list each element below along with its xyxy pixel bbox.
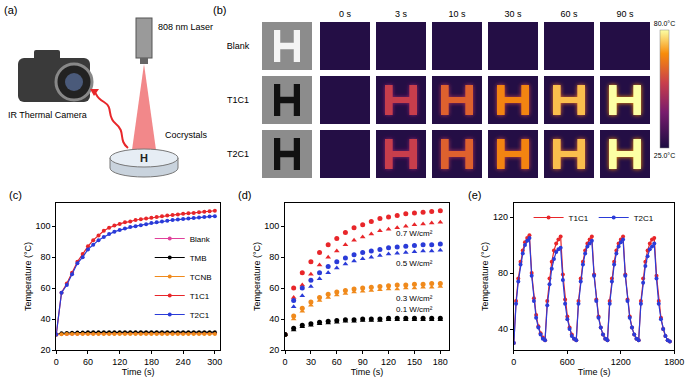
svg-text:60: 60 [40,283,50,293]
svg-text:808 nm Laser: 808 nm Laser [158,22,213,32]
svg-text:T1C1: T1C1 [569,214,589,223]
svg-text:Time (s): Time (s) [122,367,155,377]
svg-text:0: 0 [54,357,59,367]
svg-text:Time (s): Time (s) [578,367,611,377]
svg-text:0.7 W/cm²: 0.7 W/cm² [396,229,433,238]
svg-text:Time (s): Time (s) [351,367,384,377]
svg-text:(c): (c) [9,189,22,201]
svg-text:IR Thermal Camera: IR Thermal Camera [8,110,87,120]
svg-text:120: 120 [112,357,127,367]
svg-text:90: 90 [358,357,368,367]
svg-text:80.0°C: 80.0°C [654,20,675,27]
svg-text:T1C1: T1C1 [227,95,249,105]
svg-text:60: 60 [332,357,342,367]
svg-text:120: 120 [493,212,508,222]
svg-text:1200: 1200 [611,357,631,367]
svg-text:T2C1: T2C1 [634,214,654,223]
svg-text:1800: 1800 [664,357,684,367]
svg-text:(e): (e) [468,189,481,201]
svg-text:40: 40 [40,314,50,324]
svg-text:Temperature (°C): Temperature (°C) [480,242,490,311]
svg-text:80: 80 [269,252,279,262]
svg-text:T1C1: T1C1 [190,292,210,301]
svg-text:3 s: 3 s [395,9,408,19]
svg-text:100: 100 [35,221,50,231]
svg-text:25.0°C: 25.0°C [654,152,675,159]
svg-text:150: 150 [407,357,422,367]
svg-text:Blank: Blank [227,41,250,51]
svg-text:10 s: 10 s [448,9,466,19]
svg-text:0: 0 [283,357,288,367]
svg-text:20: 20 [40,345,50,355]
svg-text:T2C1: T2C1 [190,311,210,320]
svg-text:600: 600 [560,357,575,367]
svg-text:60 s: 60 s [560,9,578,19]
svg-text:20: 20 [269,345,279,355]
svg-text:0.3 W/cm²: 0.3 W/cm² [396,294,433,303]
svg-text:0.1 W/cm²: 0.1 W/cm² [396,305,433,314]
svg-text:240: 240 [176,357,191,367]
svg-text:0 s: 0 s [339,9,352,19]
svg-text:180: 180 [433,357,448,367]
svg-text:T2C1: T2C1 [227,149,249,159]
svg-text:60: 60 [269,283,279,293]
svg-text:Temperature (°C): Temperature (°C) [23,242,33,311]
svg-text:(b): (b) [213,4,226,16]
svg-text:180: 180 [144,357,159,367]
svg-text:Cocrystals: Cocrystals [165,130,208,140]
svg-text:80: 80 [40,252,50,262]
svg-text:H: H [140,152,148,164]
svg-text:40: 40 [498,324,508,334]
svg-text:80: 80 [498,268,508,278]
svg-text:30: 30 [306,357,316,367]
svg-text:90 s: 90 s [616,9,634,19]
svg-text:60: 60 [83,357,93,367]
svg-text:120: 120 [381,357,396,367]
svg-text:TMB: TMB [190,254,207,263]
svg-text:Blank: Blank [190,235,211,244]
svg-text:0.5 W/cm²: 0.5 W/cm² [396,259,433,268]
svg-text:300: 300 [207,357,222,367]
svg-text:0: 0 [511,357,516,367]
svg-text:(a): (a) [4,4,17,16]
svg-text:Temperature (°C): Temperature (°C) [252,242,262,311]
svg-text:TCNB: TCNB [190,273,212,282]
svg-text:40: 40 [269,314,279,324]
svg-text:(d): (d) [238,189,251,201]
svg-text:30 s: 30 s [504,9,522,19]
svg-text:100: 100 [264,221,279,231]
